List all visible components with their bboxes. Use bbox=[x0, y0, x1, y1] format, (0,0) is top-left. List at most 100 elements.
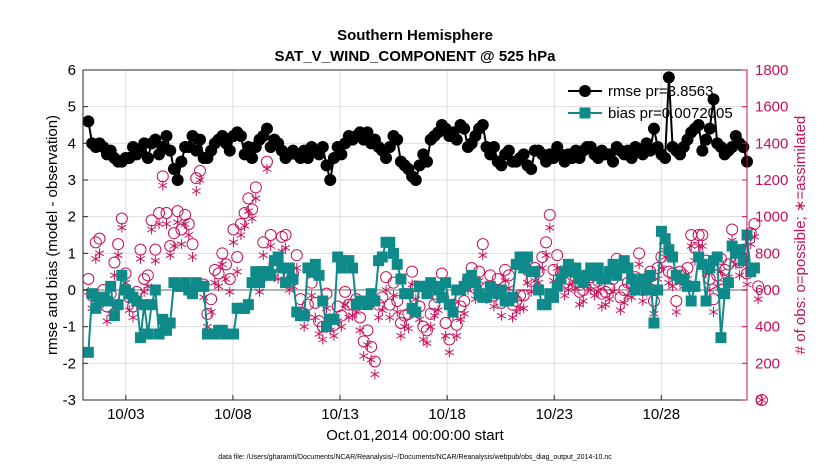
legend-rmse-label: rmse pr=3.8563 bbox=[608, 83, 713, 100]
obs-assimilated-point bbox=[147, 224, 157, 235]
bias-point bbox=[309, 258, 321, 270]
obs-possible-point bbox=[171, 205, 184, 218]
obs-possible-point bbox=[543, 208, 556, 221]
bias-point bbox=[704, 262, 716, 274]
obs-assimilated-point bbox=[392, 307, 402, 317]
x-tick-label: 10/03 bbox=[107, 406, 145, 423]
obs-possible-point bbox=[93, 232, 106, 245]
obs-assimilated-point bbox=[708, 307, 719, 317]
obs-assimilated-point bbox=[426, 321, 436, 332]
obs-assimilated-point bbox=[515, 303, 525, 314]
y-tick-label: 6 bbox=[68, 62, 76, 79]
rmse-point bbox=[246, 152, 259, 164]
obs-assimilated-point bbox=[757, 395, 767, 405]
obs-possible-point bbox=[670, 295, 683, 307]
bias-point bbox=[614, 262, 626, 274]
obs-possible-point bbox=[651, 262, 664, 274]
obs-possible-point bbox=[223, 273, 236, 285]
obs-assimilated-point bbox=[712, 281, 722, 292]
bias-point bbox=[108, 310, 120, 322]
bias-point bbox=[227, 328, 239, 340]
legend-bias-marker bbox=[579, 107, 591, 119]
bias-point bbox=[164, 317, 176, 329]
obs-assimilated-point bbox=[545, 222, 555, 233]
obs-possible-point bbox=[153, 207, 166, 219]
rmse-point bbox=[164, 144, 177, 157]
bias-point bbox=[276, 262, 288, 274]
chart-title: Southern Hemisphere bbox=[337, 27, 493, 44]
bias-point bbox=[410, 306, 422, 318]
rmse-point bbox=[167, 163, 180, 175]
obs-possible-point bbox=[517, 289, 530, 302]
obs-assimilated-point bbox=[664, 277, 674, 288]
obs-assimilated-point bbox=[500, 275, 510, 286]
rmse-point bbox=[607, 155, 620, 168]
y-tick-label: 2 bbox=[68, 209, 76, 226]
bias-point bbox=[317, 295, 329, 307]
obs-assimilated-point bbox=[180, 219, 190, 229]
obs-assimilated-point bbox=[135, 253, 146, 264]
obs-assimilated-point bbox=[247, 213, 257, 224]
obs-possible-point bbox=[231, 251, 244, 263]
bias-point bbox=[283, 262, 295, 274]
bias-point bbox=[655, 225, 667, 237]
bias-point bbox=[287, 273, 299, 285]
bias-point bbox=[711, 251, 723, 263]
rmse-point bbox=[260, 122, 273, 135]
bias-point bbox=[280, 277, 292, 289]
obs-possible-point bbox=[696, 229, 709, 241]
obs-assimilated-point bbox=[366, 354, 376, 365]
bias-point bbox=[187, 288, 199, 300]
obs-assimilated-point bbox=[258, 250, 268, 261]
obs-assimilated-point bbox=[280, 242, 291, 253]
bias-point bbox=[678, 273, 690, 285]
rmse-point bbox=[324, 174, 337, 186]
rmse-point bbox=[190, 144, 203, 157]
rmse-point bbox=[696, 144, 709, 157]
plot-area bbox=[83, 70, 747, 400]
obs-possible-point bbox=[208, 263, 221, 276]
rmse-point bbox=[737, 141, 750, 153]
obs-assimilated-point bbox=[388, 290, 399, 301]
obs-assimilated-point bbox=[734, 270, 745, 281]
obs-assimilated-point bbox=[519, 303, 529, 314]
bias-point bbox=[343, 255, 355, 267]
obs-assimilated-point bbox=[496, 310, 506, 321]
bias-point bbox=[663, 244, 675, 256]
rmse-point bbox=[700, 133, 713, 146]
obs-assimilated-point bbox=[347, 310, 358, 321]
obs-assimilated-point bbox=[604, 294, 614, 305]
bias-point bbox=[86, 288, 98, 300]
rmse-point bbox=[476, 119, 489, 131]
obs-possible-point bbox=[536, 251, 549, 263]
obs-assimilated-point bbox=[619, 297, 629, 308]
bias-point bbox=[559, 266, 571, 278]
obs-assimilated-point bbox=[403, 323, 413, 334]
y-tick-label: 1 bbox=[68, 245, 76, 262]
bias-point bbox=[529, 266, 541, 278]
ticks: 10/03 10/08 10/13 10/18 10/23 10/28 -3 -2 -1 0 1 2 3… bbox=[63, 62, 789, 423]
rmse-point bbox=[175, 155, 188, 168]
bias-point bbox=[458, 280, 470, 292]
bias-point bbox=[603, 266, 615, 278]
obs-assimilated-point bbox=[697, 241, 707, 251]
obs-assimilated-point bbox=[381, 285, 391, 295]
obs-assimilated-point bbox=[243, 206, 253, 217]
obs-assimilated-point bbox=[169, 241, 179, 251]
x-tick-label: 10/28 bbox=[643, 406, 681, 423]
x-tick-label: 10/13 bbox=[321, 406, 359, 423]
obs-assimilated-point bbox=[254, 286, 265, 297]
obs-possible-point bbox=[257, 236, 270, 249]
rmse-point bbox=[149, 133, 162, 146]
bias-point bbox=[146, 299, 158, 311]
chart-subtitle: SAT_V_WIND_COMPONENT @ 525 hPa bbox=[274, 48, 556, 65]
obs-possible-point bbox=[238, 207, 251, 219]
bias-point bbox=[369, 295, 381, 307]
bias-point bbox=[250, 266, 262, 278]
obs-possible-point bbox=[383, 298, 396, 311]
obs-assimilated-point bbox=[362, 340, 373, 350]
obs-assimilated-point bbox=[307, 290, 317, 301]
y-tick-label: -1 bbox=[63, 319, 76, 336]
obs-possible-point bbox=[167, 227, 180, 240]
